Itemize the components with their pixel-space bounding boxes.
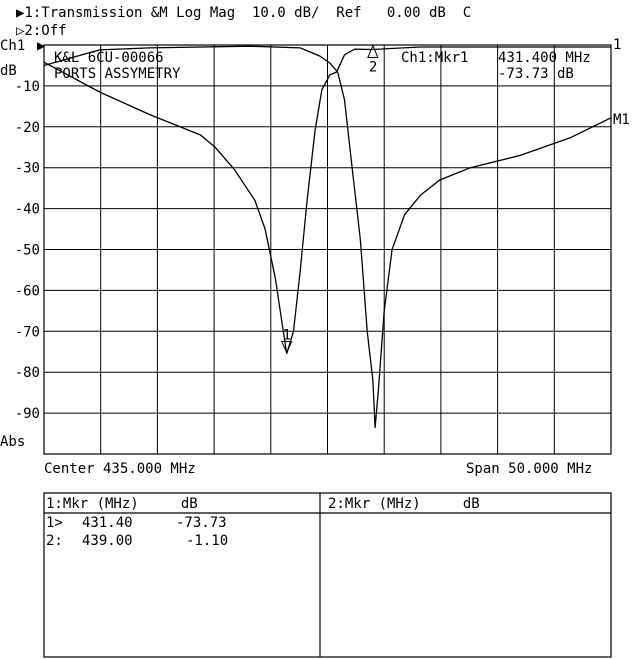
plot-grid [43,44,612,455]
trace-end-label: 1 [613,37,621,53]
marker-table-frame [43,492,612,658]
marker-1-icon [280,341,293,354]
span-frequency: Span 50.000 MHz [466,461,592,477]
y-tick-label: -10 [15,79,40,95]
marker-table-left-header: 1:Mkr (MHz) dB [46,496,198,512]
marker-table-row: 1> 431.40 -73.73 [46,515,227,531]
unit-label: dB [0,63,17,79]
annotation-title2: PORTS ASSYMETRY [54,66,181,82]
marker-readout-value: -73.73 dB [498,66,574,82]
marker-number: 2 [369,59,377,75]
y-tick-label: -90 [15,406,40,422]
row-id: 2: [46,533,63,549]
markers: 12 [280,44,379,354]
marker-number: 1 [283,328,291,344]
center-frequency: Center 435.000 MHz [44,461,196,477]
marker-table-row: 2: 439.00 -1.10 [46,533,228,549]
marker-table: 1:Mkr (MHz) dB 2:Mkr (MHz) dB 1> 431.40 … [43,492,612,658]
traces: 1 M1 [43,37,630,428]
y-tick-label: -60 [15,283,40,299]
row-freq: 431.40 [82,515,133,531]
row-freq: 439.00 [82,533,133,549]
marker-readout-freq: 431.400 MHz [498,50,591,66]
y-tick-label: -20 [15,120,40,136]
trace-2 [43,45,612,428]
marker-2-icon [367,44,379,58]
y-tick-label: -80 [15,365,40,381]
annotation-title1: K&L 6CU-00066 [54,50,164,66]
row-value: -1.10 [186,533,228,549]
trace-end-label: M1 [613,112,630,128]
marker-readout-label: Ch1:Mkr1 [401,50,468,66]
y-tick-label: -50 [15,243,40,259]
y-tick-label: -30 [15,161,40,177]
marker-table-right-header: 2:Mkr (MHz) dB [328,496,480,512]
y-tick-label: -40 [15,202,40,218]
channel-label: Ch1 [0,38,25,54]
y-tick-labels: -10 -20 -30 -40 -50 -60 -70 -80 -90 [15,79,40,422]
y-tick-label: -70 [15,324,40,340]
trace2-status: ▷2:Off [16,23,67,39]
trace-1 [43,46,611,354]
ref-pointer-icon: ▶ [37,38,46,54]
abs-label: Abs [0,434,25,450]
trace1-status: ▶1:Transmission &M Log Mag 10.0 dB/ Ref … [16,5,471,21]
row-value: -73.73 [176,515,227,531]
row-id: 1> [46,515,63,531]
